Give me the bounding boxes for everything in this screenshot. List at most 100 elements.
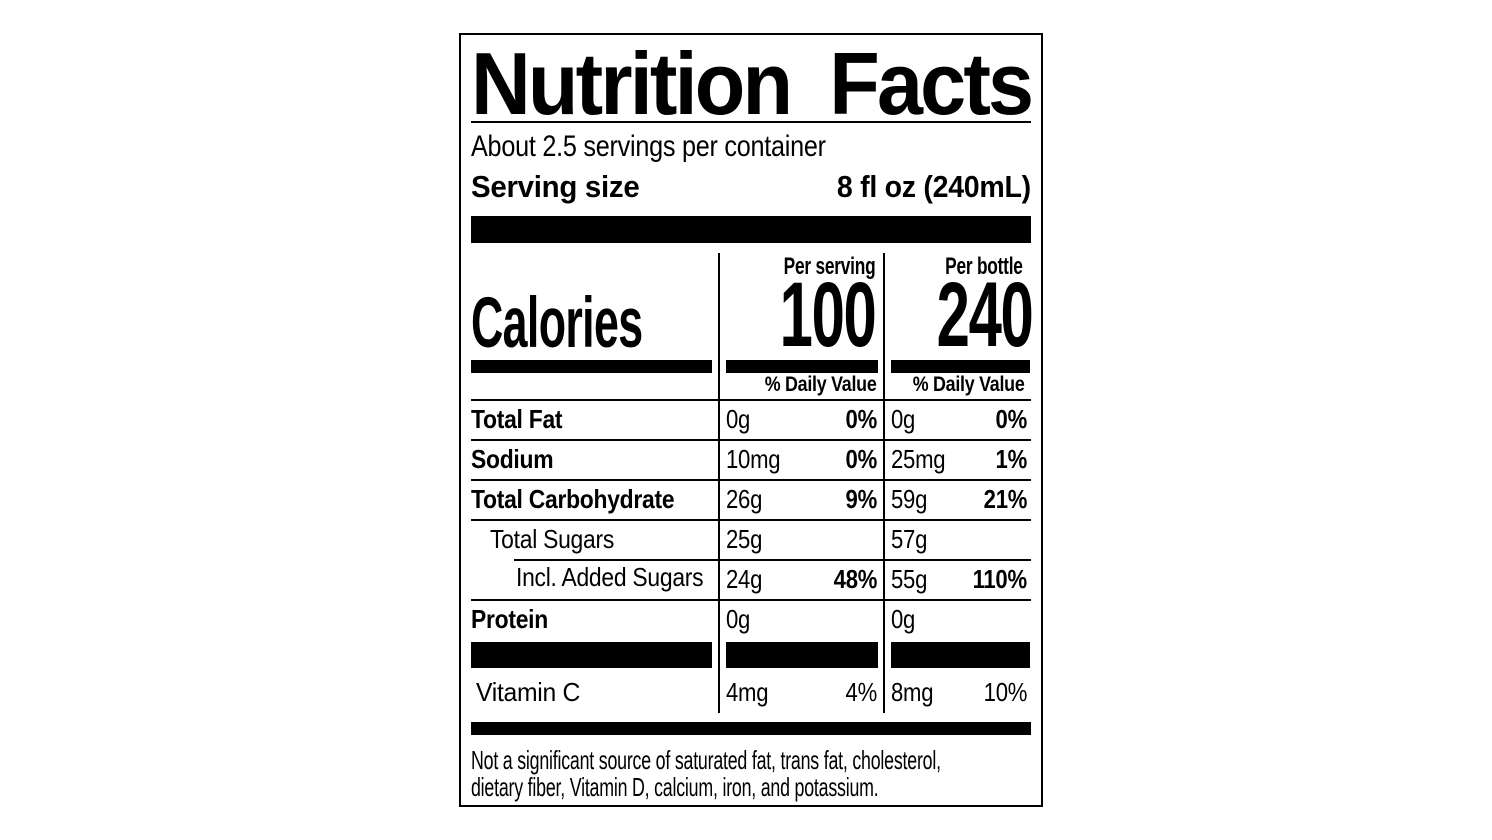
serving-amount: 0g	[726, 604, 751, 634]
bottle-amount: 59g	[891, 484, 928, 514]
vitamin-name: Vitamin C	[476, 677, 581, 707]
per-bottle-column-header-cell: Per bottle 240	[883, 253, 1034, 366]
serving-size-row: Serving size 8 fl oz (240mL)	[471, 167, 1031, 207]
indented-divider	[514, 559, 718, 561]
separator-bar	[471, 360, 712, 373]
separator-bar	[891, 360, 1030, 373]
calories-per-bottle-value: 240	[936, 264, 1034, 366]
left-bar-cell	[471, 639, 718, 671]
serving-daily-value: 0%	[845, 444, 878, 474]
footnote-line: dietary fiber, Vitamin D, calcium, iron,…	[471, 772, 879, 802]
right-bar-cell	[883, 639, 1031, 671]
serving-amount: 4mg	[726, 677, 769, 707]
serving-values-cell: 25g	[718, 519, 883, 559]
per-bottle-header: Per bottle	[945, 253, 1023, 280]
nutrient-name: Sodium	[471, 444, 554, 474]
nutrient-name-cell: Sodium	[471, 439, 718, 479]
serving-values-cell: 26g 9%	[718, 479, 883, 519]
separator-bar	[891, 642, 1030, 668]
title-word: Facts	[829, 34, 1034, 133]
calories-underline-cell	[471, 353, 718, 373]
label-title: Nutrition Facts	[471, 34, 1034, 133]
serving-values-cell: 10mg 0%	[718, 439, 883, 479]
serving-amount: 25g	[726, 524, 763, 554]
vitamin-row: Vitamin C 4mg 4% 8mg 10%	[471, 671, 1031, 713]
nutrient-name: Total Fat	[471, 404, 563, 434]
bottle-values-cell: 55g 110%	[883, 559, 1031, 599]
bottle-values-cell: 25mg 1%	[883, 439, 1031, 479]
serving-amount: 0g	[726, 404, 751, 434]
title-word: Nutrition	[471, 34, 793, 133]
calories-cell: Calories	[471, 253, 718, 363]
bottle-amount: 0g	[891, 604, 916, 634]
bottle-daily-value-header-cell: % Daily Value	[883, 373, 1031, 399]
bottle-amount: 0g	[891, 404, 916, 434]
per-serving-header: Per serving	[783, 253, 875, 280]
separator-bar	[726, 642, 878, 668]
nutrient-row: Total Fat 0g 0% 0g 0%	[471, 399, 1031, 439]
nutrient-name-cell: Protein	[471, 599, 718, 639]
bottle-amount: 25mg	[891, 444, 946, 474]
bottle-values-cell: 0g 0%	[883, 399, 1031, 439]
bottle-values-cell: 0g	[883, 599, 1031, 639]
bottle-daily-value: 21%	[983, 484, 1028, 514]
serving-values-cell: 4mg 4%	[718, 671, 883, 713]
serving-daily-value: 48%	[833, 564, 878, 594]
calories-underline-row	[471, 353, 1031, 373]
nutrient-row: Total Sugars 25g 57g	[471, 519, 1031, 559]
servings-per-container-text: About 2.5 servings per container	[471, 130, 826, 163]
bottle-values-cell: 59g 21%	[883, 479, 1031, 519]
title-divider	[471, 121, 1031, 123]
calories-row: Calories Per serving 100 Per bottle 240	[471, 253, 1034, 366]
serving-amount: 24g	[726, 564, 763, 594]
serving-values-cell: 0g	[718, 599, 883, 639]
serving-values-cell: 0g 0%	[718, 399, 883, 439]
nutrient-row: Sodium 10mg 0% 25mg 1%	[471, 439, 1031, 479]
daily-value-header: % Daily Value	[913, 373, 1025, 396]
footnote: Not a significant source of saturated fa…	[471, 747, 1031, 801]
serving-amount: 10mg	[726, 444, 781, 474]
nutrition-label: Nutrition Facts About 2.5 servings per c…	[459, 33, 1043, 807]
thick-bars-row	[471, 639, 1031, 671]
bottle-daily-value: 1%	[995, 444, 1028, 474]
calories-label: Calories	[471, 284, 643, 363]
bottle-values-cell: 57g	[883, 519, 1031, 559]
daily-value-spacer-cell	[471, 373, 718, 399]
bottle-amount: 55g	[891, 564, 928, 594]
calories-per-serving-value: 100	[779, 264, 876, 366]
serving-daily-value: 0%	[845, 404, 878, 434]
bottle-daily-value: 10%	[983, 677, 1028, 707]
footnote-text: Not a significant source of saturated fa…	[471, 747, 1032, 801]
daily-value-header-row: % Daily Value % Daily Value	[471, 373, 1031, 399]
nutrient-name-cell: Incl. Added Sugars	[471, 559, 718, 599]
bottle-amount: 57g	[891, 524, 928, 554]
nutrient-row: Protein 0g 0g	[471, 599, 1031, 639]
separator-bar-bottom	[471, 722, 1031, 735]
serving-values-cell: 24g 48%	[718, 559, 883, 599]
nutrient-row: Incl. Added Sugars 24g 48% 55g 110%	[471, 559, 1031, 599]
serving-amount: 26g	[726, 484, 763, 514]
nutrient-name-cell: Total Carbohydrate	[471, 479, 718, 519]
separator-bar-top	[471, 216, 1031, 243]
serving-daily-value-header-cell: % Daily Value	[718, 373, 883, 399]
nutrient-name: Total Carbohydrate	[471, 484, 675, 514]
servings-per-container: About 2.5 servings per container	[471, 127, 1031, 167]
daily-value-header: % Daily Value	[765, 373, 877, 396]
footnote-line: Not a significant source of saturated fa…	[471, 745, 941, 775]
nutrient-name-cell: Total Fat	[471, 399, 718, 439]
columns-grid: Calories Per serving 100 Per bottle 240	[471, 253, 1034, 713]
serving-daily-value: 4%	[845, 677, 878, 707]
bottle-underline-cell	[883, 353, 1031, 373]
serving-underline-cell	[718, 353, 883, 373]
serving-size-value: 8 fl oz (240mL)	[837, 169, 1031, 204]
nutrient-name: Total Sugars	[490, 524, 615, 554]
bottle-values-cell: 8mg 10%	[883, 671, 1031, 713]
bottle-daily-value: 110%	[972, 564, 1028, 594]
per-serving-column-header-cell: Per serving 100	[718, 253, 883, 366]
serving-size-label: Serving size	[471, 169, 640, 204]
nutrient-name-cell: Total Sugars	[471, 519, 718, 559]
nutrient-name: Protein	[471, 604, 548, 634]
separator-bar	[726, 360, 878, 373]
label-title-text: Nutrition Facts	[471, 34, 1034, 133]
